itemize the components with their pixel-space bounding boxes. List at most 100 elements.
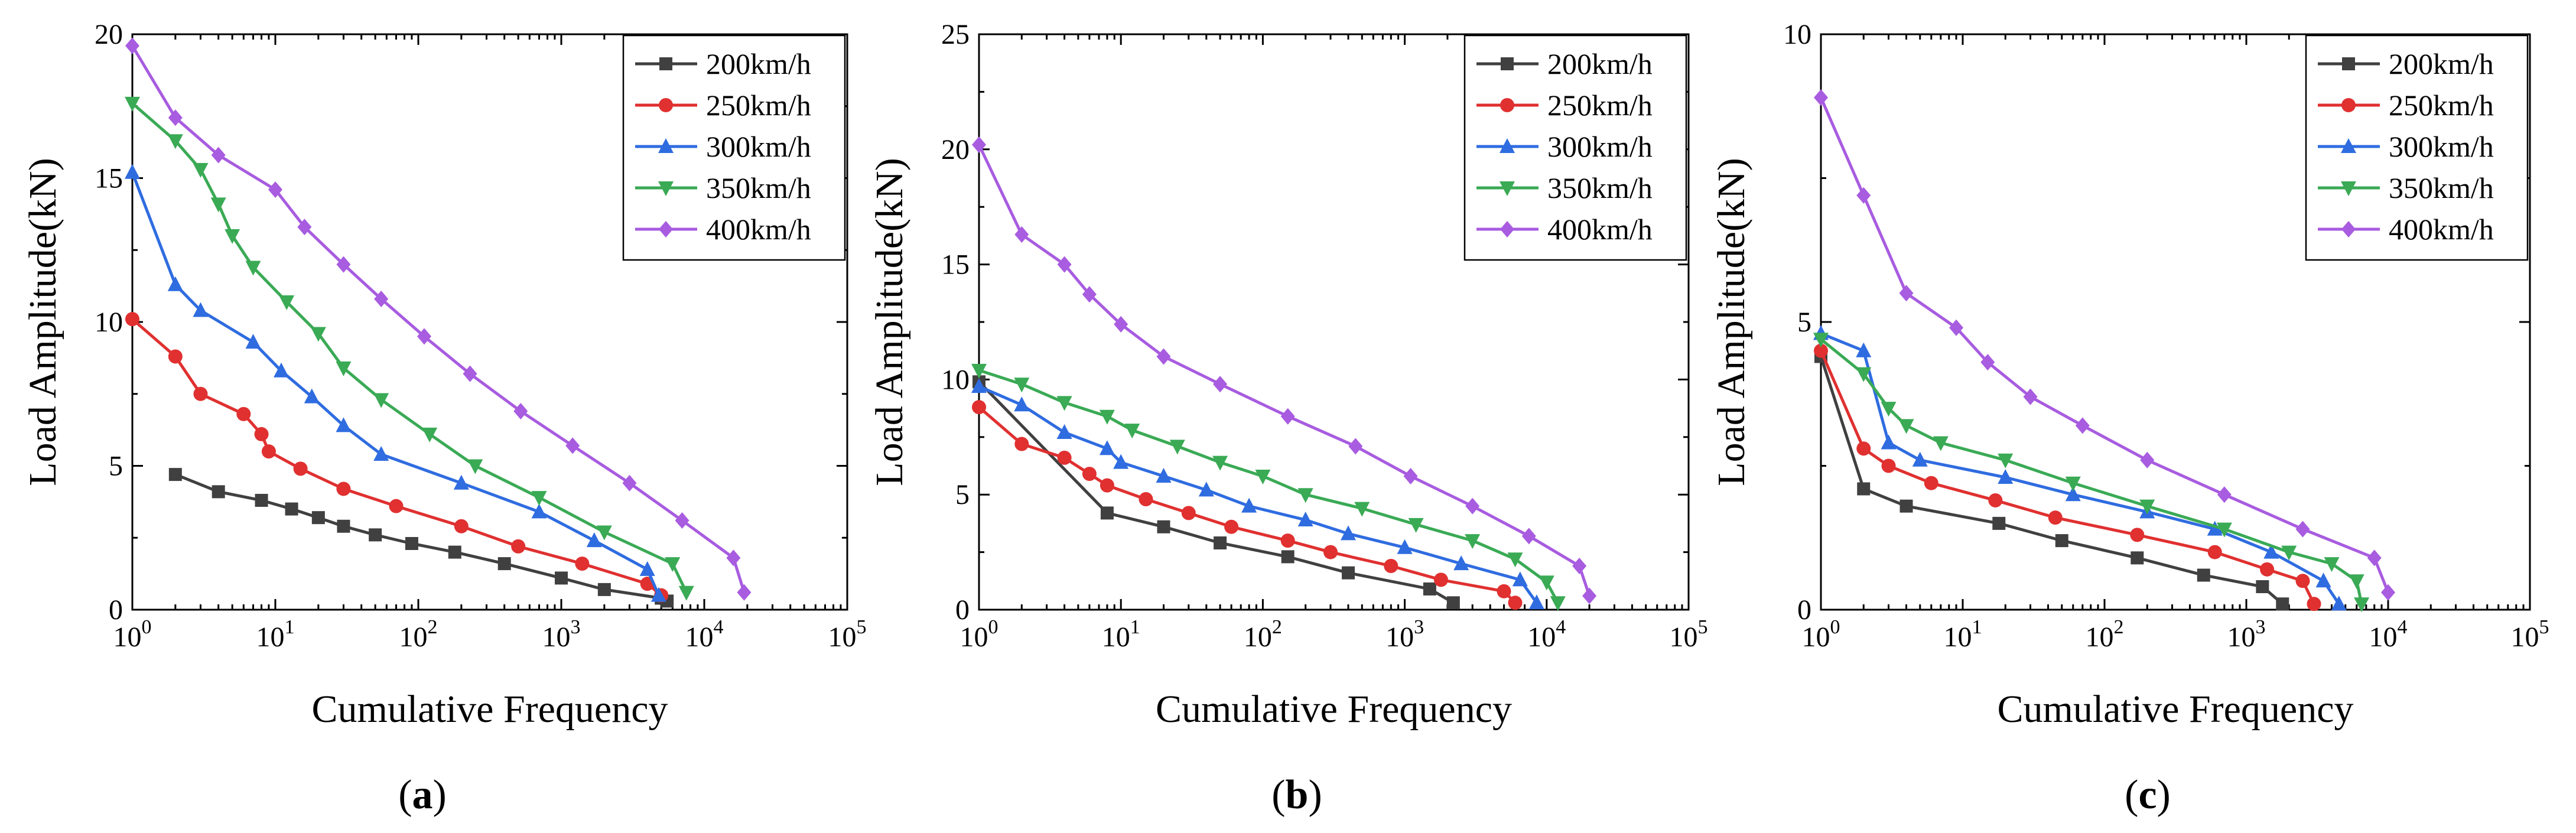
panel-c-series-4-point xyxy=(2295,520,2310,538)
panel-b-series-3-point xyxy=(1255,470,1271,485)
panel-c-y-axis-title: Load Amplitude(kN) xyxy=(1710,158,1753,486)
panel-b-series-2-point xyxy=(1156,468,1172,483)
panel-c-series-4-point xyxy=(2140,451,2155,468)
panel-a-series-3-point xyxy=(336,361,352,376)
panel-b-series-4-point xyxy=(1348,438,1363,455)
panel-c-series-0-point xyxy=(1900,499,1913,513)
panel-b-series-1-point xyxy=(1384,558,1398,573)
panel-a-y-axis-title: Load Amplitude(kN) xyxy=(21,158,64,486)
panel-c-xtick-label: 101 xyxy=(1944,616,1982,653)
panel-a-legend-label: 200km/h xyxy=(706,47,811,80)
panel-c-series-1-point xyxy=(2207,545,2222,559)
panel-b-series-0-line xyxy=(978,380,1455,604)
panel-b-series-0-point xyxy=(1281,550,1294,564)
panel-b-series-1-point xyxy=(972,400,986,415)
panel-c-series-3 xyxy=(1813,333,2370,613)
panel-a-series-2-point xyxy=(193,302,209,317)
panel-b-series-3-point xyxy=(1408,518,1424,533)
panel-c-series-1 xyxy=(1814,343,2321,611)
panel-a-series-3-point xyxy=(167,134,183,149)
panel-c-series-1-point xyxy=(2048,510,2063,525)
panel-c-series-0-point xyxy=(2131,551,2144,565)
panel-a-series-1-point xyxy=(575,557,590,571)
panel-a-series-1 xyxy=(125,312,669,603)
panel-a-series-4-point xyxy=(726,549,741,567)
panel-c-series-2-point xyxy=(2315,572,2331,588)
panel-a-series-3-point xyxy=(225,229,240,244)
panel-b-series-4-point xyxy=(1280,408,1295,425)
panel-c-series-4-line xyxy=(1819,97,2390,593)
panel-b-legend-label: 300km/h xyxy=(1547,130,1653,163)
panel-b-series-2-point xyxy=(1099,440,1115,455)
panel-b-series-2-point xyxy=(971,378,987,393)
panel-b-series-4-point xyxy=(1156,348,1171,365)
panel-b-series-1-point xyxy=(1057,450,1072,465)
panel-c-series-3-point xyxy=(2281,545,2297,561)
panel-a-legend-label: 250km/h xyxy=(706,89,811,122)
panel-c-series-3-point xyxy=(2216,522,2232,538)
panel-a-ytick-label: 0 xyxy=(109,594,123,626)
panel-b-series-4-point xyxy=(1114,315,1128,333)
panel-b-x-axis-title: Cumulative Frequency xyxy=(1156,688,1512,731)
panel-b-legend-marker xyxy=(1500,181,1515,196)
panel-a-series-4-point xyxy=(417,328,432,345)
panel-c-series-4-point xyxy=(2217,486,2232,503)
panel-c-series-2-point xyxy=(1912,451,1928,467)
panel-a-x-axis-title: Cumulative Frequency xyxy=(311,688,668,731)
panel-a-xtick-label: 101 xyxy=(256,616,295,653)
panel-b-ytick-label: 15 xyxy=(941,249,970,281)
panel-a-series-2-line xyxy=(131,171,661,596)
panel-a-series-2-point xyxy=(304,388,320,404)
panel-a-series-3-point xyxy=(596,525,612,541)
panel-a-series-2-point xyxy=(274,362,290,378)
panel-b-series-4-line xyxy=(977,144,1591,597)
panel-c-series-3-point xyxy=(2349,574,2364,590)
panel-b-ytick-label: 0 xyxy=(955,594,970,626)
panel-b-legend-marker xyxy=(1501,57,1514,70)
panel-c-series-3-point xyxy=(2324,557,2340,572)
panel-c-legend-label: 200km/h xyxy=(2389,47,2494,80)
panel-b-series-0-point xyxy=(1214,536,1227,550)
panel-a-series-2-point xyxy=(453,474,469,490)
panel-b-series-1-point xyxy=(1224,519,1239,534)
panel-b-xtick-label: 105 xyxy=(1670,616,1708,653)
panel-a-series-3-point xyxy=(373,393,389,408)
panel-a-series-2-point xyxy=(531,503,547,519)
panel-a-series-1-point xyxy=(254,427,269,441)
panel-a-series-0-point xyxy=(285,502,298,516)
panel-b-series-0-point xyxy=(1423,582,1436,596)
panel-b-xtick-label: 103 xyxy=(1385,616,1424,653)
panel-b-series-0-point xyxy=(1342,566,1355,580)
panel-a-series-3-point xyxy=(665,557,681,572)
panel-a-series-0-point xyxy=(555,571,568,585)
panel-a-legend-label: 300km/h xyxy=(706,130,811,163)
panel-c-ytick-label: 0 xyxy=(1797,594,1811,626)
panel-b-series-3 xyxy=(971,363,1566,611)
panel-b-series-4-point xyxy=(1582,587,1597,604)
panel-a-series-4-point xyxy=(268,181,282,198)
panel-b-series-4-point xyxy=(1082,286,1097,303)
panel-a-series-1-point xyxy=(236,406,251,421)
panel-b-ytick-label: 20 xyxy=(941,134,970,165)
panel-b-series-2-point xyxy=(1528,594,1544,610)
panel-a-series-3-point xyxy=(531,491,547,506)
panel-b-series-4-point xyxy=(1057,256,1072,273)
panel-b-series-1-point xyxy=(1100,478,1114,493)
panel-a-series-2-point xyxy=(650,587,666,602)
panel-b-legend-marker xyxy=(1500,221,1514,237)
panel-b-series-3-point xyxy=(1099,409,1115,425)
panel-a-series-0-point xyxy=(597,583,611,596)
panel-a-xtick-label: 104 xyxy=(685,616,724,653)
panel-c-series-1-point xyxy=(2307,597,2321,611)
panel-a-series-1-point xyxy=(336,481,351,496)
panel-a-xtick-label: 102 xyxy=(399,616,438,653)
panel-b-series-2-point xyxy=(1014,396,1030,412)
panel-label-a: (a) xyxy=(398,772,447,818)
panel-a-series-1-point xyxy=(293,461,308,476)
panel-c-series-1-point xyxy=(2130,528,2145,542)
panel-b-series-3-point xyxy=(1550,596,1566,611)
panel-a-series-1-point xyxy=(168,349,183,364)
panel-c-legend-marker xyxy=(2341,181,2356,196)
